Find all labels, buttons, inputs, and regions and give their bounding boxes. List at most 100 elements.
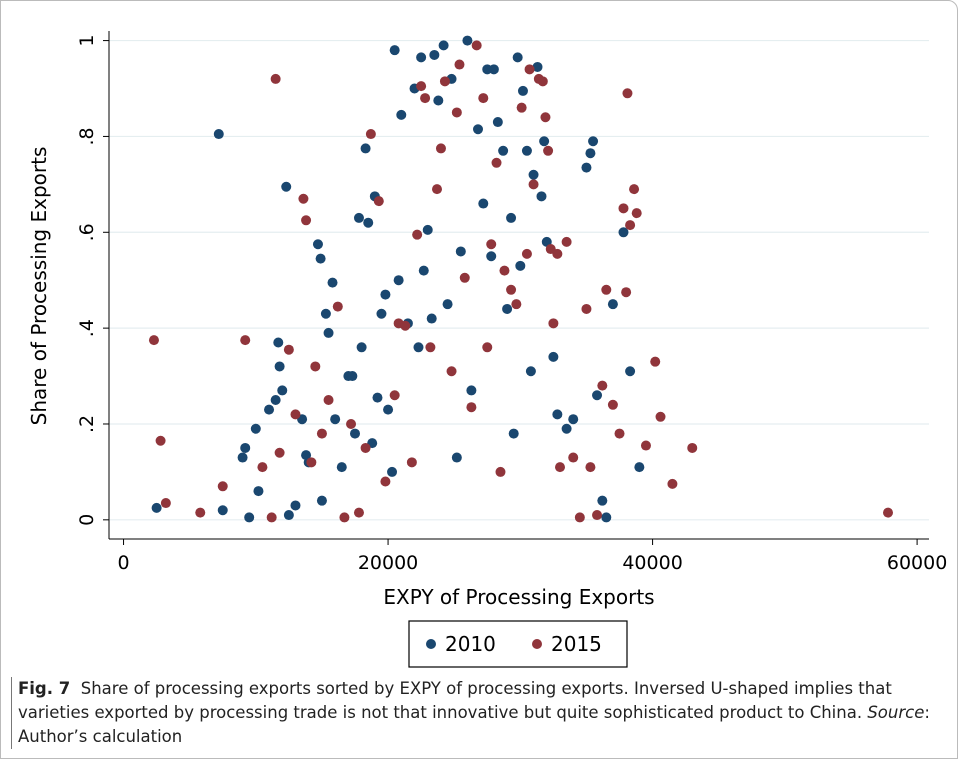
point (528, 179, 539, 190)
point (561, 423, 572, 434)
point (482, 342, 493, 353)
point (488, 64, 499, 75)
point (301, 215, 312, 226)
legend-marker (426, 639, 436, 649)
point (634, 462, 645, 473)
point (650, 356, 661, 367)
point (581, 162, 592, 173)
point (420, 93, 431, 104)
point (274, 361, 285, 372)
point (592, 510, 603, 521)
point (618, 227, 629, 238)
point (315, 253, 326, 264)
point (521, 248, 532, 259)
point (237, 452, 248, 463)
point (425, 342, 436, 353)
point (524, 64, 535, 75)
point (413, 342, 424, 353)
point (435, 143, 446, 154)
point (253, 486, 264, 497)
chart: Share of Processing Exports EXPY of Proc… (27, 31, 947, 668)
point (310, 361, 321, 372)
point (585, 148, 596, 159)
point (511, 299, 522, 310)
point (568, 414, 579, 425)
point (506, 212, 517, 223)
point (393, 275, 404, 286)
point (383, 404, 394, 415)
point (376, 308, 387, 319)
point (360, 442, 371, 453)
point (588, 136, 599, 147)
point (277, 385, 288, 396)
y-axis-title: Share of Processing Exports (27, 147, 51, 426)
point (614, 428, 625, 439)
point (631, 208, 642, 219)
y-tick-label: 1 (76, 35, 98, 47)
point (451, 452, 462, 463)
point (416, 52, 427, 63)
caption-source-text: : Author’s calculation (18, 703, 930, 746)
point (412, 229, 423, 240)
x-tick-label: 20000 (358, 552, 418, 574)
point (592, 390, 603, 401)
point (439, 76, 450, 87)
point (521, 145, 532, 156)
point (274, 447, 285, 458)
point (336, 462, 347, 473)
point (478, 93, 489, 104)
point (525, 366, 536, 377)
point (607, 299, 618, 310)
y-tick-label: 0 (76, 514, 98, 526)
point (597, 495, 608, 506)
point (687, 442, 698, 453)
legend-marker (532, 639, 542, 649)
point (555, 462, 565, 473)
point (498, 145, 509, 156)
point (270, 395, 281, 406)
point (406, 457, 417, 468)
point (597, 380, 608, 391)
point (346, 418, 357, 429)
point (486, 251, 497, 262)
point (160, 498, 171, 509)
x-axis-title: EXPY of Processing Exports (383, 585, 654, 609)
point (360, 143, 371, 154)
point (257, 462, 268, 473)
point (601, 512, 612, 523)
point (240, 442, 251, 453)
caption-source-label: Source (867, 703, 925, 722)
point (264, 404, 275, 415)
point (640, 440, 651, 451)
point (332, 301, 343, 312)
point (320, 308, 331, 319)
point (429, 49, 440, 60)
point (396, 109, 407, 120)
point (312, 239, 323, 250)
point (330, 414, 341, 425)
point (574, 512, 585, 523)
point (380, 476, 391, 487)
point (528, 169, 539, 180)
point (339, 512, 350, 523)
point (306, 457, 317, 468)
point (365, 129, 376, 140)
point (532, 61, 543, 72)
point (537, 76, 548, 87)
point (283, 344, 294, 355)
point (363, 217, 374, 228)
point (350, 428, 360, 439)
point (380, 289, 391, 300)
point (400, 320, 411, 331)
legend-box (408, 620, 628, 668)
point (515, 260, 526, 271)
legend-label: 2015 (551, 632, 602, 656)
point (585, 462, 596, 473)
caption-label: Fig. 7 (18, 679, 71, 698)
point (316, 428, 327, 439)
point (536, 191, 547, 202)
point (506, 284, 517, 295)
point (466, 402, 477, 413)
point (499, 265, 510, 276)
point (353, 212, 364, 223)
